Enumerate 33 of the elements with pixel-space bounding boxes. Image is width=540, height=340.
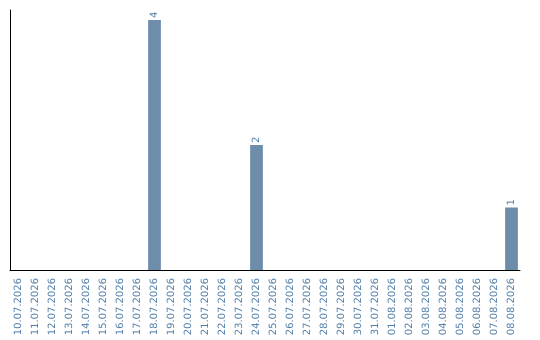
x-tick-label: 28.07.2026: [319, 278, 330, 336]
x-tick-label: 26.07.2026: [285, 278, 296, 336]
data-label: 2: [251, 136, 262, 143]
x-tick-label: 30.07.2026: [353, 278, 364, 336]
x-tick-label: 19.07.2026: [166, 278, 177, 336]
x-tick-label: 29.07.2026: [336, 278, 347, 336]
x-tick-label: 22.07.2026: [217, 278, 228, 336]
x-tick-label: 23.07.2026: [234, 278, 245, 336]
data-label: 4: [149, 12, 160, 18]
x-tick-label: 05.08.2026: [455, 278, 466, 336]
x-tick-label: 03.08.2026: [421, 278, 432, 336]
x-tick-label: 20.07.2026: [183, 278, 194, 336]
data-label: 1: [506, 199, 517, 206]
x-tick-label: 25.07.2026: [268, 278, 279, 336]
x-tick-label: 11.07.2026: [30, 278, 41, 336]
x-tick-label: 12.07.2026: [47, 278, 58, 336]
x-tick-label: 17.07.2026: [132, 278, 143, 336]
x-tick-label: 07.08.2026: [489, 278, 500, 336]
x-tick-label: 02.08.2026: [404, 278, 415, 336]
x-tick-label: 21.07.2026: [200, 278, 211, 336]
x-tick-label: 15.07.2026: [98, 278, 109, 336]
x-tick-label: 14.07.2026: [81, 278, 92, 336]
x-tick-label: 08.08.2026: [506, 278, 517, 336]
x-tick-label: 13.07.2026: [64, 278, 75, 336]
x-tick-label: 24.07.2026: [251, 278, 262, 336]
x-tick-label: 18.07.2026: [149, 278, 160, 336]
x-tick-label: 31.07.2026: [370, 278, 381, 336]
x-tick-label: 27.07.2026: [302, 278, 313, 336]
x-tick-label: 06.08.2026: [472, 278, 483, 336]
x-tick-label: 01.08.2026: [387, 278, 398, 336]
x-tick-label: 16.07.2026: [115, 278, 126, 336]
x-tick-label: 10.07.2026: [13, 278, 24, 336]
x-tick-label: 04.08.2026: [438, 278, 449, 336]
